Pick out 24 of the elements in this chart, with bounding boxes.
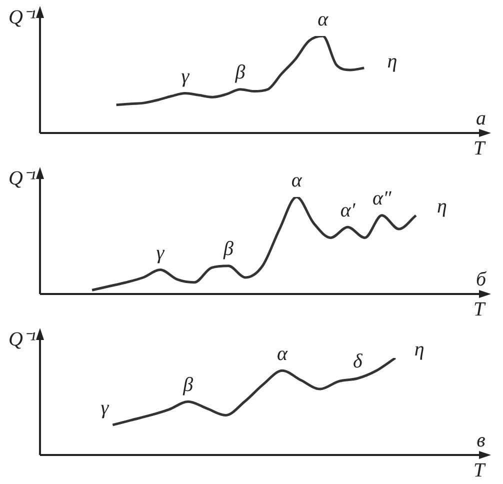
annotation: γ xyxy=(181,65,190,88)
annotation: α″ xyxy=(372,188,392,210)
annotation: β xyxy=(182,374,194,396)
text: в xyxy=(476,429,486,452)
x-axis-title: T xyxy=(473,137,486,160)
annotation: γ xyxy=(100,397,110,420)
annotation: η xyxy=(414,338,424,360)
annotation: η xyxy=(387,50,398,72)
annotation: γ xyxy=(156,242,166,264)
x-axis-title: T xyxy=(473,298,486,320)
y-axis-title: Q⁻¹ xyxy=(8,167,36,190)
annotation: η xyxy=(436,196,447,218)
annotation: β xyxy=(234,62,246,84)
annotation: β xyxy=(222,238,234,260)
annotation: α xyxy=(277,342,288,365)
text: α xyxy=(291,169,302,192)
y-axis-title: Q⁻¹ xyxy=(8,328,36,350)
text: б xyxy=(476,268,487,290)
annotation: α′ xyxy=(340,199,356,222)
y-axis-title: Q⁻¹ xyxy=(8,6,36,28)
text: α xyxy=(318,8,329,30)
x-axis-title: T xyxy=(473,459,486,482)
text: а xyxy=(476,107,486,130)
annotation: δ xyxy=(352,350,363,373)
